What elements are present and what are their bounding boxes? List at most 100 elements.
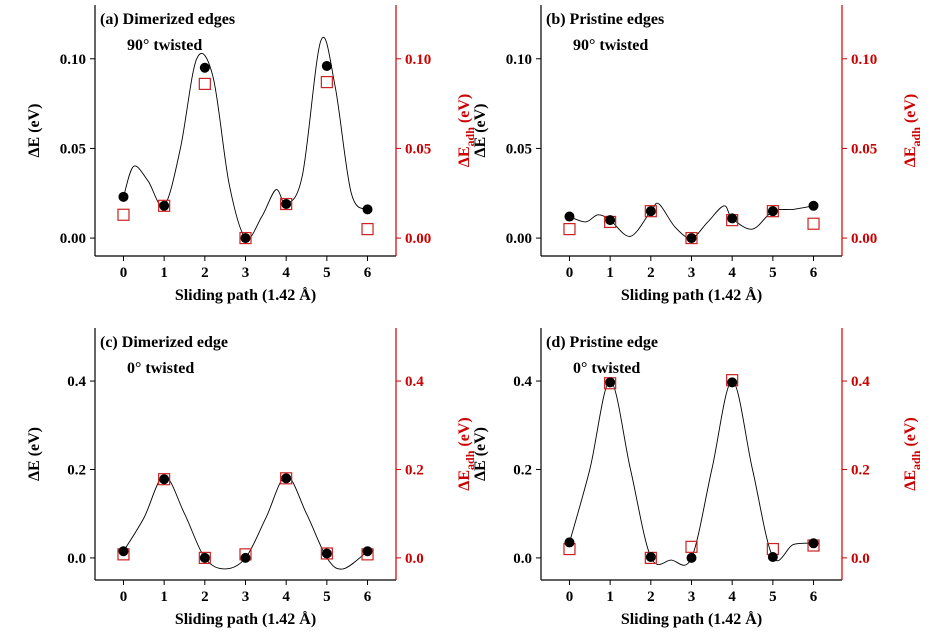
x-tick-label: 1 <box>606 589 614 605</box>
data-point-de <box>159 474 170 485</box>
y-tick-label: 0.0 <box>513 551 532 567</box>
data-point-adh <box>320 547 333 560</box>
data-point-adh <box>644 205 657 218</box>
right-y-tick-label: 0.4 <box>851 374 870 390</box>
chart-panel-3: 0 1 2 3 4 5 6 0.0 0.0 0.2 0.2 0.4 0.4 Sliding path (1… <box>26 328 477 628</box>
right-y-tick-label: 0.0 <box>405 551 424 567</box>
panel-subtitle: 90° twisted <box>573 37 648 54</box>
data-point-adh <box>320 75 333 89</box>
y-tick-label: 0.10 <box>506 52 532 68</box>
data-point-de <box>605 215 616 226</box>
right-y-tick-label: 0.10 <box>851 52 877 68</box>
data-point-de <box>686 552 697 563</box>
right-y-tick-label: 0.05 <box>851 141 877 157</box>
fit-curve <box>569 202 814 239</box>
right-y-axis-label: ΔEadh (eV) <box>456 94 477 167</box>
panel-title: (c) Dimerized edge <box>100 334 228 351</box>
x-tick-label: 0 <box>566 265 574 281</box>
data-point-adh <box>158 199 171 212</box>
right-y-tick-label: 0.10 <box>405 52 431 68</box>
data-point-adh <box>117 208 130 221</box>
right-y-tick-label: 0.00 <box>405 231 431 247</box>
x-tick-label: 4 <box>282 589 290 605</box>
x-tick-label: 1 <box>160 265 168 281</box>
x-tick-label: 5 <box>769 589 777 605</box>
right-y-tick-label: 0.2 <box>405 462 424 478</box>
chart-panel-2: 0 1 2 3 4 5 6 0.00 0.00 0.05 0.05 0.10 0.10 Sliding p… <box>472 5 923 304</box>
data-point-de <box>605 377 616 388</box>
data-point-de <box>362 204 373 215</box>
data-point-de <box>118 546 129 557</box>
chart-panel-4: 0 1 2 3 4 5 6 0.0 0.0 0.2 0.2 0.4 0.4 Sliding path (1… <box>472 328 923 628</box>
x-axis-label: Sliding path (1.42 Å) <box>175 610 316 628</box>
data-point-de <box>767 206 778 217</box>
x-tick-label: 3 <box>688 265 696 281</box>
x-tick-label: 6 <box>810 265 818 281</box>
x-axis-label: Sliding path (1.42 Å) <box>621 286 762 304</box>
y-tick-label: 0.00 <box>506 231 532 247</box>
y-axis-label: ΔE (eV) <box>26 427 43 481</box>
chart-panel-1: 0 1 2 3 4 5 6 0.00 0.00 0.05 0.05 0.10 0.10 Sliding p… <box>26 5 477 304</box>
panel-title: (d) Pristine edge <box>546 334 658 351</box>
data-point-adh <box>685 231 698 245</box>
data-point-de <box>321 548 332 559</box>
data-point-de <box>199 552 210 563</box>
y-tick-label: 0.05 <box>506 141 532 157</box>
x-tick-label: 2 <box>201 265 209 281</box>
panel-subtitle: 90° twisted <box>127 37 202 54</box>
y-tick-label: 0.05 <box>60 141 86 157</box>
data-point-adh <box>361 223 374 236</box>
data-point-de <box>808 538 819 549</box>
data-point-de <box>362 546 373 557</box>
data-point-de <box>727 377 738 388</box>
data-point-de <box>727 213 738 224</box>
x-tick-label: 3 <box>688 589 696 605</box>
x-tick-label: 2 <box>201 589 209 605</box>
x-tick-label: 2 <box>647 589 655 605</box>
x-axis-label: Sliding path (1.42 Å) <box>621 610 762 628</box>
x-axis-label: Sliding path (1.42 Å) <box>175 286 316 304</box>
x-tick-label: 5 <box>323 589 331 605</box>
y-tick-label: 0.4 <box>67 374 86 390</box>
data-point-de <box>321 60 332 71</box>
right-y-axis-label: ΔEadh (eV) <box>902 94 923 167</box>
y-tick-label: 0.2 <box>67 462 86 478</box>
right-y-tick-label: 0.2 <box>851 462 870 478</box>
data-point-adh <box>563 223 576 236</box>
y-tick-label: 0.00 <box>60 231 86 247</box>
x-tick-label: 4 <box>282 265 290 281</box>
x-tick-label: 4 <box>728 265 736 281</box>
right-y-tick-label: 0.4 <box>405 374 424 390</box>
x-tick-label: 5 <box>323 265 331 281</box>
data-point-de <box>645 206 656 217</box>
x-tick-label: 6 <box>364 589 372 605</box>
x-tick-label: 2 <box>647 265 655 281</box>
data-point-de <box>564 211 575 222</box>
y-tick-label: 0.4 <box>513 374 532 390</box>
data-point-de <box>564 537 575 548</box>
fit-curve <box>569 380 814 566</box>
right-y-tick-label: 0.0 <box>851 551 870 567</box>
data-point-de <box>118 191 129 202</box>
x-tick-label: 6 <box>364 265 372 281</box>
panel-subtitle: 0° twisted <box>573 360 640 377</box>
y-tick-label: 0.10 <box>60 52 86 68</box>
data-point-de <box>281 199 292 210</box>
data-point-de <box>808 200 819 211</box>
y-tick-label: 0.0 <box>67 551 86 567</box>
data-point-de <box>645 552 656 563</box>
x-tick-label: 4 <box>728 589 736 605</box>
data-point-adh <box>239 231 252 245</box>
data-point-adh <box>807 217 820 230</box>
right-y-axis-label: ΔEadh (eV) <box>902 417 923 490</box>
data-point-adh <box>685 540 698 553</box>
panel-subtitle: 0° twisted <box>127 360 194 377</box>
data-point-adh <box>198 551 211 564</box>
data-point-de <box>281 473 292 484</box>
data-point-adh <box>280 472 293 485</box>
data-point-de <box>199 62 210 73</box>
x-tick-label: 3 <box>242 589 250 605</box>
data-point-de <box>159 200 170 211</box>
x-tick-label: 6 <box>810 589 818 605</box>
